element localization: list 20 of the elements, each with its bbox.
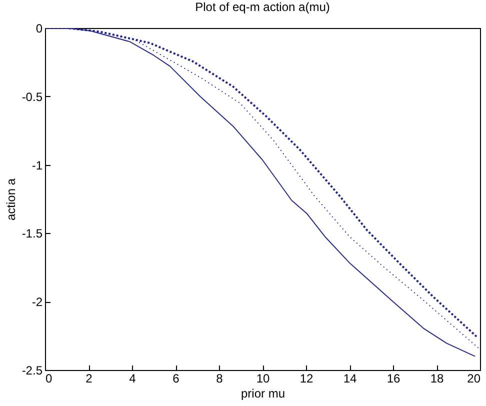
x-tick-label: 6 <box>172 372 180 386</box>
y-axis-title: action a <box>4 178 18 221</box>
x-tick-label: 0 <box>46 372 52 386</box>
x-tick-label: 12 <box>300 372 314 386</box>
y-tick-label: -2 <box>32 295 43 310</box>
x-tick-label: 2 <box>86 372 93 386</box>
chart-title: Plot of eq-m action a(mu) <box>195 0 330 14</box>
y-tick-label: 0 <box>36 22 43 36</box>
x-tick-label: 8 <box>216 372 224 386</box>
y-tick-label: -1.5 <box>22 226 43 241</box>
y-tick-label: -0.5 <box>22 90 43 104</box>
x-tick-label: 16 <box>386 372 400 386</box>
x-axis-title: prior mu <box>240 386 286 400</box>
y-tick-label: -2.5 <box>22 364 43 378</box>
y-tick-label: -1 <box>32 158 43 172</box>
x-tick-label: 18 <box>430 372 444 386</box>
x-tick-label: 4 <box>129 372 136 386</box>
x-tick-label: 20 <box>467 372 481 386</box>
x-tick-label: 10 <box>256 372 270 386</box>
x-tick-label: 14 <box>343 372 357 386</box>
